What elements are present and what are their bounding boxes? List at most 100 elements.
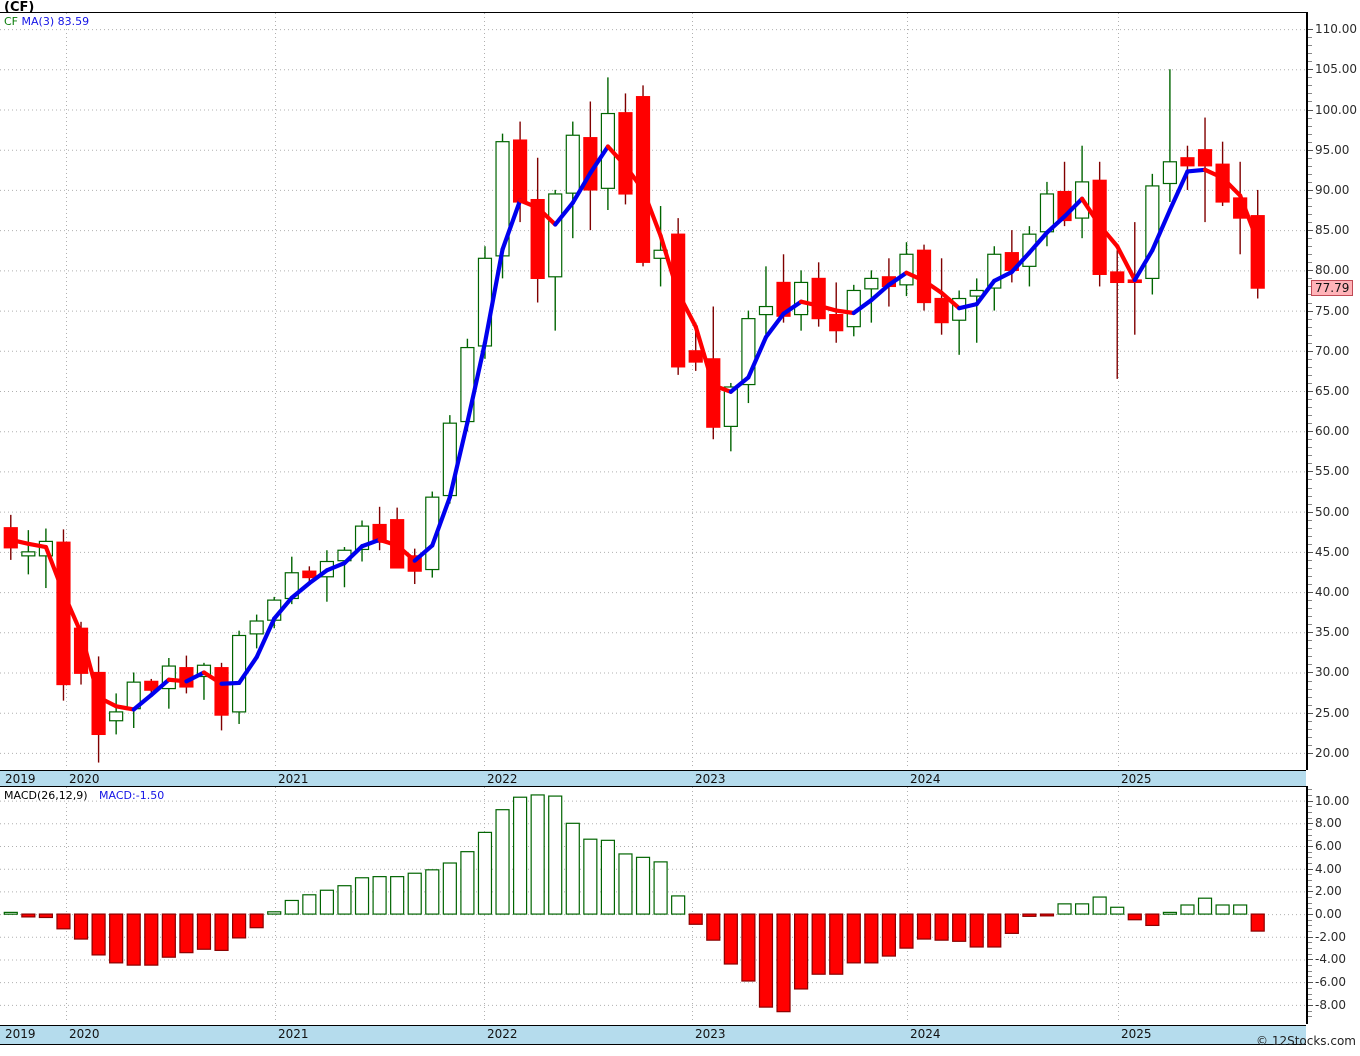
macd-minor-tick [1308, 851, 1312, 853]
price-tick-mark [1308, 431, 1313, 433]
price-tick-mark [1308, 109, 1313, 111]
macd-minor-tick [1308, 857, 1312, 859]
macd-tick-mark [1308, 982, 1313, 984]
macd-minor-tick [1308, 794, 1312, 796]
price-minor-tick [1308, 680, 1312, 682]
price-minor-tick [1308, 736, 1312, 738]
macd-minor-tick [1308, 919, 1312, 921]
price-minor-tick [1308, 173, 1312, 175]
macd-tick-label: -2.00 [1315, 929, 1347, 944]
macd-tick-label: 4.00 [1315, 861, 1342, 876]
date-axis-bottom-year-2022: 2022 [487, 1027, 518, 1041]
macd-tick-label: -4.00 [1315, 952, 1347, 967]
price-tick-label: 55.00 [1315, 464, 1350, 479]
price-minor-tick [1308, 447, 1312, 449]
price-minor-tick [1308, 45, 1312, 47]
price-minor-tick [1308, 125, 1312, 127]
date-axis-bottom-year-2024: 2024 [910, 1027, 941, 1041]
last-price-tag: 77.79 [1311, 280, 1354, 297]
watermark: © 12Stocks.com [1256, 1034, 1356, 1048]
macd-chart-panel: MACD(26,12,9) MACD:-1.50 [0, 786, 1306, 1026]
price-minor-tick [1308, 399, 1312, 401]
price-chart-panel: CF MA(3) 83.59 [0, 12, 1306, 772]
price-minor-tick [1308, 93, 1312, 95]
price-tick-label: 50.00 [1315, 504, 1350, 519]
macd-minor-tick [1308, 931, 1312, 933]
price-minor-tick [1308, 37, 1312, 39]
price-minor-tick [1308, 455, 1312, 457]
date-axis-bottom-year-2023: 2023 [695, 1027, 726, 1041]
price-tick-label: 100.00 [1315, 102, 1357, 117]
price-tick-mark [1308, 551, 1313, 553]
macd-minor-tick [1308, 880, 1312, 882]
price-tick-mark [1308, 350, 1313, 352]
date-axis-top-year-2024: 2024 [910, 772, 941, 786]
macd-minor-tick [1308, 925, 1312, 927]
price-minor-tick [1308, 519, 1312, 521]
price-minor-tick [1308, 608, 1312, 610]
macd-minor-tick [1308, 908, 1312, 910]
price-tick-mark [1308, 310, 1313, 312]
price-minor-tick [1308, 415, 1312, 417]
price-tick-label: 40.00 [1315, 585, 1350, 600]
price-tick-label: 75.00 [1315, 303, 1350, 318]
price-minor-tick [1308, 527, 1312, 529]
macd-minor-tick [1308, 993, 1312, 995]
price-minor-tick [1308, 374, 1312, 376]
price-tick-label: 105.00 [1315, 62, 1357, 77]
price-tick-mark [1308, 230, 1313, 232]
macd-minor-tick [1308, 1010, 1312, 1012]
price-tick-label: 85.00 [1315, 223, 1350, 238]
price-minor-tick [1308, 487, 1312, 489]
macd-tick-label: -8.00 [1315, 997, 1347, 1012]
macd-tick-label: 8.00 [1315, 816, 1342, 831]
macd-minor-tick [1308, 817, 1312, 819]
price-minor-tick [1308, 664, 1312, 666]
price-minor-tick [1308, 423, 1312, 425]
price-minor-tick [1308, 278, 1312, 280]
macd-minor-tick [1308, 942, 1312, 944]
price-minor-tick [1308, 495, 1312, 497]
price-minor-tick [1308, 197, 1312, 199]
price-tick-mark [1308, 189, 1313, 191]
macd-tick-mark [1308, 1004, 1313, 1006]
price-minor-tick [1308, 262, 1312, 264]
macd-minor-tick [1308, 828, 1312, 830]
price-tick-mark [1308, 149, 1313, 151]
macd-tick-mark [1308, 868, 1313, 870]
macd-axis: 10.00 8.00 6.00 4.00 2.00 0.00 -2.00 -4.00 -6.00… [1306, 786, 1360, 1024]
macd-minor-tick [1308, 834, 1312, 836]
macd-plot-area [0, 787, 1306, 1023]
price-minor-tick [1308, 238, 1312, 240]
price-minor-tick [1308, 720, 1312, 722]
date-axis-bottom-year-2025: 2025 [1121, 1027, 1152, 1041]
page-title: (CF) [4, 0, 35, 15]
date-axis-top-year-2023: 2023 [695, 772, 726, 786]
macd-tick-mark [1308, 959, 1313, 961]
macd-tick-label: -6.00 [1315, 975, 1347, 990]
price-minor-tick [1308, 326, 1312, 328]
price-tick-mark [1308, 511, 1313, 513]
price-axis-line [1306, 12, 1308, 770]
price-minor-tick [1308, 206, 1312, 208]
macd-minor-tick [1308, 789, 1312, 791]
macd-minor-tick [1308, 953, 1312, 955]
macd-tick-mark [1308, 914, 1313, 916]
macd-tick-label: 2.00 [1315, 884, 1342, 899]
macd-tick-mark [1308, 823, 1313, 825]
macd-tick-mark [1308, 800, 1313, 802]
price-minor-tick [1308, 77, 1312, 79]
price-minor-tick [1308, 141, 1312, 143]
date-axis-bottom-year-2020: 2020 [69, 1027, 100, 1041]
macd-tick-label: 0.00 [1315, 907, 1342, 922]
price-minor-tick [1308, 382, 1312, 384]
date-axis-bottom-year-2021: 2021 [278, 1027, 309, 1041]
price-minor-tick [1308, 165, 1312, 167]
macd-tick-label: 6.00 [1315, 839, 1342, 853]
price-tick-label: 95.00 [1315, 142, 1350, 157]
price-tick-label: 90.00 [1315, 182, 1350, 197]
price-minor-tick [1308, 334, 1312, 336]
price-minor-tick [1308, 567, 1312, 569]
macd-minor-tick [1308, 897, 1312, 899]
price-minor-tick [1308, 616, 1312, 618]
